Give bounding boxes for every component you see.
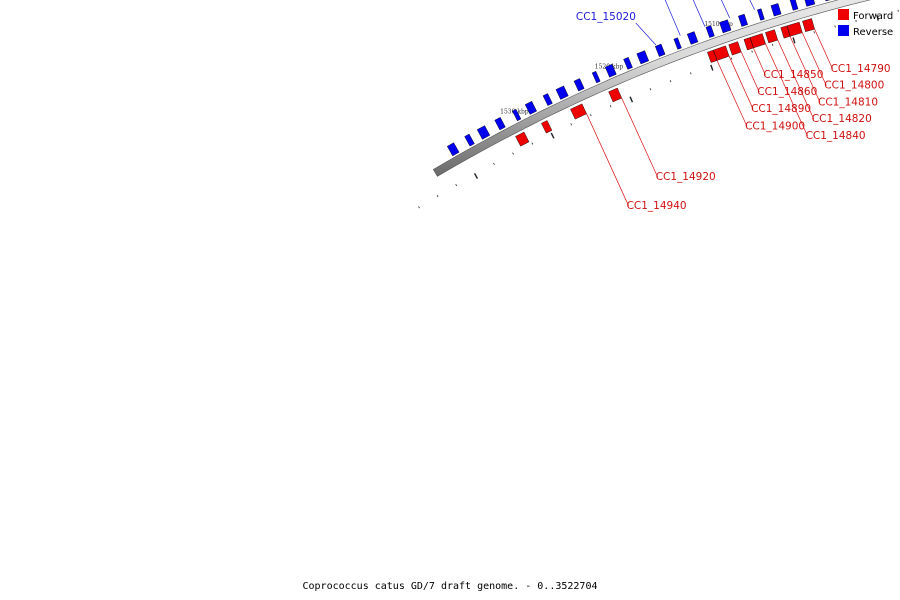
forward-connector [621,97,659,178]
legend-reverse-swatch [838,25,849,36]
minor-tick [590,114,592,117]
reverse-gene-block[interactable] [623,57,633,70]
scale-tick-label: 1510 kbp [704,21,733,28]
forward-connector [777,39,815,120]
minor-tick [531,142,534,145]
reverse-gene-block[interactable] [738,13,748,27]
reverse-strand-genes[interactable] [446,0,900,157]
forward-connector [814,28,833,70]
forward-gene-block[interactable] [608,87,622,103]
reverse-gene-block[interactable] [555,85,569,100]
reverse-gene-block[interactable] [705,25,715,38]
ring-band [432,0,871,177]
legend-reverse-label: Reverse [853,27,893,38]
minor-tick [649,88,652,91]
minor-tick [550,132,555,139]
reverse-gene-block[interactable] [770,3,782,17]
forward-gene-label[interactable]: CC1_14890 [751,103,811,115]
minor-tick [690,72,692,75]
minor-tick [418,206,420,209]
minor-tick [876,14,879,21]
forward-gene-block[interactable] [780,25,791,39]
legend: Forward Reverse [838,9,893,38]
forward-gene-label[interactable]: CC1_14850 [763,69,823,81]
forward-connector [716,60,748,127]
legend-forward-label: Forward [853,11,893,22]
reverse-gene-block[interactable] [673,37,682,50]
reverse-gene-block[interactable] [654,43,666,57]
reverse-gene-block[interactable] [591,70,601,84]
forward-gene-label[interactable]: CC1_14820 [812,113,872,125]
reverse-gene-block[interactable] [494,117,506,131]
reverse-gene-block[interactable] [604,63,617,78]
minor-tick [813,31,815,34]
reverse-gene-block[interactable] [512,108,522,122]
forward-gene-block[interactable] [570,103,587,120]
reverse-gene-block[interactable] [686,31,699,45]
reverse-gene-block[interactable] [757,8,765,21]
reverse-gene-block[interactable] [789,0,799,11]
forward-connector [586,113,629,206]
reverse-gene-block[interactable] [719,19,732,34]
forward-gene-label[interactable]: CC1_14840 [806,130,866,142]
minor-tick [772,43,774,46]
reverse-gene-block[interactable] [573,78,585,92]
forward-gene-block[interactable] [765,29,779,44]
reverse-gene-block[interactable] [542,93,553,106]
minor-tick [751,50,753,53]
genome-ring [432,0,871,177]
reverse-gene-block[interactable] [446,142,460,157]
reverse-gene-block[interactable] [636,50,650,65]
minor-tick [710,64,714,71]
reverse-connector [635,22,657,46]
minor-tick [792,37,796,44]
forward-gene-label[interactable]: CC1_14940 [627,200,687,212]
reverse-gene-block[interactable] [524,100,537,115]
forward-strand-genes[interactable] [515,0,900,147]
genome-caption: Coprococcus catus GD/7 draft genome. - 0… [302,581,597,592]
minor-tick [609,105,612,108]
reverse-gene-block[interactable] [823,0,832,2]
forward-gene-block[interactable] [728,41,742,56]
reverse-gene-block[interactable] [464,133,475,147]
minor-tick [493,162,495,165]
forward-gene-block[interactable] [541,120,553,134]
minor-tick [570,123,572,126]
forward-gene-label[interactable]: CC1_14800 [824,80,884,92]
reverse-connector [692,0,706,27]
forward-gene-label[interactable]: CC1_14900 [745,121,805,133]
forward-gene-block[interactable] [802,18,815,32]
reverse-gene-block[interactable] [476,125,491,140]
label-connectors [586,0,833,206]
reverse-connector [721,0,730,19]
minor-tick [512,152,514,155]
minor-tick [669,80,672,83]
minor-tick [730,57,733,60]
reverse-gene-label[interactable]: CC1_15020 [576,11,636,23]
forward-connector [802,32,827,86]
minor-tick [629,96,634,103]
gene-labels: CC1_14120CC1_14150CC1_14190CC1_14170CC1_… [576,11,891,212]
reverse-gene-block[interactable] [804,0,816,7]
reverse-connector [664,0,681,36]
minor-tick [455,183,458,187]
forward-connector [789,36,821,103]
forward-gene-label[interactable]: CC1_14790 [831,63,891,75]
forward-gene-block[interactable] [515,131,530,147]
minor-tick [473,173,479,179]
forward-gene-label[interactable]: CC1_14920 [656,171,716,183]
legend-forward-swatch [838,9,849,20]
forward-connector [728,56,754,110]
minor-tick [436,195,439,198]
forward-connector [740,51,760,93]
forward-connector [765,43,808,137]
forward-gene-block[interactable] [743,37,754,51]
forward-gene-label[interactable]: CC1_14860 [757,86,817,98]
forward-connector [753,47,766,76]
forward-gene-label[interactable]: CC1_14810 [818,96,878,108]
forward-gene-block[interactable] [707,49,718,63]
minor-tick [834,25,836,28]
